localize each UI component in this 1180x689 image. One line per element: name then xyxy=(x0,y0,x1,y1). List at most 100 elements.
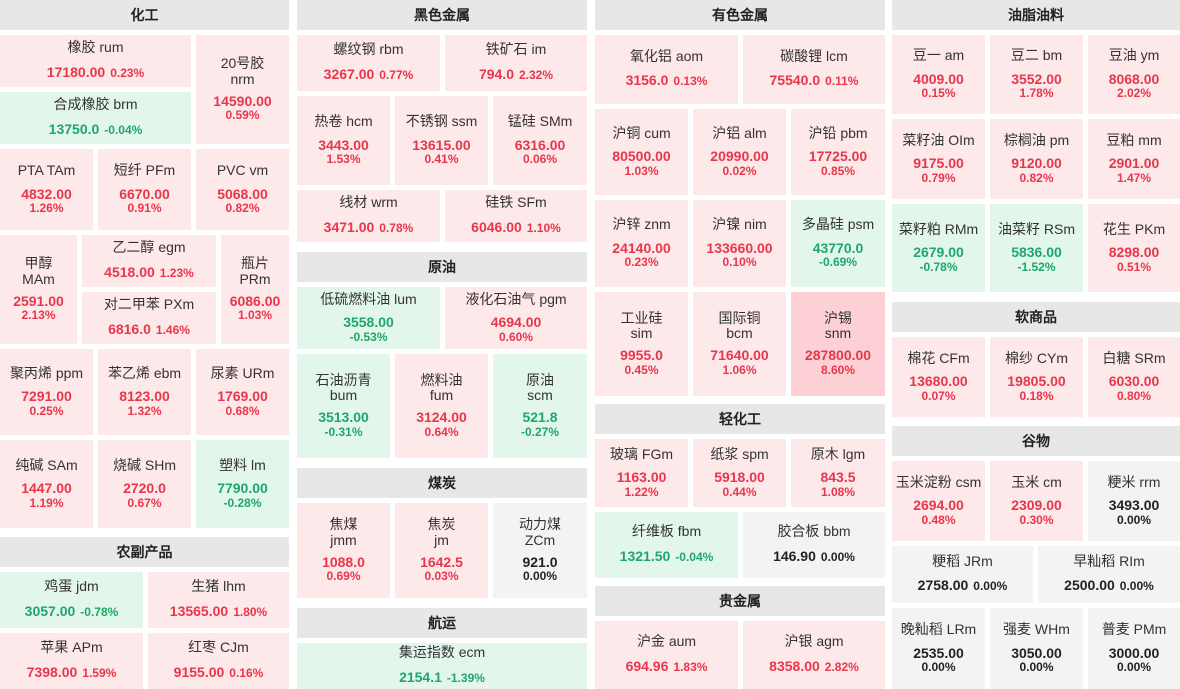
contract-tile-lcm[interactable]: 碳酸锂 lcm 75540.0 0.11% xyxy=(743,35,885,104)
contract-tile-oim[interactable]: 菜籽油 OIm 9175.00 0.79% xyxy=(892,119,985,199)
contract-name: 玻璃 FGm xyxy=(610,445,673,462)
contract-tile-rsm[interactable]: 油菜籽 RSm 5836.00 -1.52% xyxy=(990,204,1083,292)
contract-tile-psm[interactable]: 多晶硅 psm 43770.0 -0.69% xyxy=(791,200,885,287)
contract-tile-aom[interactable]: 氧化铝 aom 3156.0 0.13% xyxy=(595,35,738,104)
contract-change-pct: 1.19% xyxy=(29,495,64,510)
contract-tile-am[interactable]: 豆一 am 4009.00 0.15% xyxy=(892,35,985,114)
contract-tile-shm[interactable]: 烧碱 SHm 2720.0 0.67% xyxy=(98,440,191,528)
contract-tile-znm[interactable]: 沪锌 znm 24140.00 0.23% xyxy=(595,200,688,287)
contract-tile-apm[interactable]: 苹果 APm 7398.00 1.59% xyxy=(0,633,143,689)
contract-tile-nrm[interactable]: 20号胶 nrm 14590.00 0.59% xyxy=(196,35,289,144)
contract-tile-brm[interactable]: 合成橡胶 brm 13750.0 -0.04% xyxy=(0,92,191,144)
contract-tile-pmm[interactable]: 普麦 PMm 3000.00 0.00% xyxy=(1088,608,1180,689)
contract-tile-bbm[interactable]: 胶合板 bbm 146.90 0.00% xyxy=(743,512,885,578)
contract-tile-pfm[interactable]: 短纤 PFm 6670.00 0.91% xyxy=(98,149,191,230)
contract-tile-pkm[interactable]: 花生 PKm 8298.00 0.51% xyxy=(1088,204,1180,292)
contract-tile-lm[interactable]: 塑料 lm 7790.00 -0.28% xyxy=(196,440,289,528)
contract-code: ZCm xyxy=(524,531,556,548)
contract-tile-vm[interactable]: PVC vm 5068.00 0.82% xyxy=(196,149,289,230)
contract-tile-srm[interactable]: 白糖 SRm 6030.00 0.80% xyxy=(1088,337,1180,417)
contract-tile-tam[interactable]: PTA TAm 4832.00 1.26% xyxy=(0,149,93,230)
contract-tile-cym[interactable]: 棉纱 CYm 19805.00 0.18% xyxy=(990,337,1083,417)
contract-tile-jrm[interactable]: 粳稻 JRm 2758.00 0.00% xyxy=(892,546,1033,603)
contract-tile-rmm[interactable]: 菜籽粕 RMm 2679.00 -0.78% xyxy=(892,204,985,292)
contract-tile-zcm[interactable]: 动力煤 ZCm 921.0 0.00% xyxy=(493,503,587,598)
contract-tile-ecm[interactable]: 集运指数 ecm 2154.1 -1.39% xyxy=(297,643,587,689)
contract-tile-nim[interactable]: 沪镍 nim 133660.00 0.10% xyxy=(693,200,786,287)
contract-tile-rrm[interactable]: 粳米 rrm 3493.00 0.00% xyxy=(1088,461,1180,541)
section-header-crude: 原油 xyxy=(297,252,587,282)
contract-tile-cum[interactable]: 沪铜 cum 80500.00 1.03% xyxy=(595,109,688,195)
contract-price: 2154.1 xyxy=(399,668,442,685)
contract-tile-scm[interactable]: 原油 scm 521.8 -0.27% xyxy=(493,354,587,458)
contract-tile-cm[interactable]: 玉米 cm 2309.00 0.30% xyxy=(990,461,1083,541)
contract-tile-pbm[interactable]: 沪铅 pbm 17725.00 0.85% xyxy=(791,109,885,195)
contract-change-pct: 0.77% xyxy=(379,67,414,82)
contract-tile-bum[interactable]: 石油沥青 bum 3513.00 -0.31% xyxy=(297,354,390,458)
contract-tile-rum[interactable]: 橡胶 rum 17180.00 0.23% xyxy=(0,35,191,87)
contract-tile-sfm[interactable]: 硅铁 SFm 6046.00 1.10% xyxy=(445,190,587,242)
contract-price: 2720.0 xyxy=(123,480,166,497)
contract-tile-wrm[interactable]: 线材 wrm 3471.00 0.78% xyxy=(297,190,440,242)
contract-change-pct: 8.60% xyxy=(820,362,856,377)
contract-name: 豆粕 mm xyxy=(1106,131,1162,148)
contract-tile-im[interactable]: 铁矿石 im 794.0 2.32% xyxy=(445,35,587,91)
contract-tile-ym[interactable]: 豆油 ym 8068.00 2.02% xyxy=(1088,35,1180,114)
contract-tile-lgm[interactable]: 原木 lgm 843.5 1.08% xyxy=(791,439,885,507)
contract-tile-mm[interactable]: 豆粕 mm 2901.00 1.47% xyxy=(1088,119,1180,199)
contract-name: 沪铜 cum xyxy=(612,124,671,141)
contract-change-pct: -0.27% xyxy=(520,424,560,439)
contract-tile-snm[interactable]: 沪锡 snm 287800.00 8.60% xyxy=(791,292,885,396)
contract-tile-csm[interactable]: 玉米淀粉 csm 2694.00 0.48% xyxy=(892,461,985,541)
contract-tile-ssm[interactable]: 不锈钢 ssm 13615.00 0.41% xyxy=(395,96,488,185)
contract-tile-sim[interactable]: 工业硅 sim 9955.0 0.45% xyxy=(595,292,688,396)
contract-name: 苹果 APm xyxy=(40,639,103,656)
contract-tile-jdm[interactable]: 鸡蛋 jdm 3057.00 -0.78% xyxy=(0,572,143,628)
contract-name: 20号胶 xyxy=(220,55,265,72)
contract-tile-ppm[interactable]: 聚丙烯 ppm 7291.00 0.25% xyxy=(0,349,93,435)
section-header-coal: 煤炭 xyxy=(297,468,587,498)
contract-tile-agm[interactable]: 沪银 agm 8358.00 2.82% xyxy=(743,621,885,689)
contract-tile-mam[interactable]: 甲醇 MAm 2591.00 2.13% xyxy=(0,235,77,344)
contract-tile-alm[interactable]: 沪铝 alm 20990.00 0.02% xyxy=(693,109,786,195)
contract-tile-jmm[interactable]: 焦煤 jmm 1088.0 0.69% xyxy=(297,503,390,598)
contract-tile-hcm[interactable]: 热卷 hcm 3443.00 1.53% xyxy=(297,96,390,185)
contract-tile-egm[interactable]: 乙二醇 egm 4518.00 1.23% xyxy=(82,235,216,287)
contract-tile-smm[interactable]: 锰硅 SMm 6316.00 0.06% xyxy=(493,96,587,185)
contract-tile-rim[interactable]: 早籼稻 RIm 2500.00 0.00% xyxy=(1038,546,1180,603)
contract-tile-spm[interactable]: 纸浆 spm 5918.00 0.44% xyxy=(693,439,786,507)
contract-tile-ebm[interactable]: 苯乙烯 ebm 8123.00 1.32% xyxy=(98,349,191,435)
contract-name: PVC vm xyxy=(216,162,269,179)
contract-tile-urm[interactable]: 尿素 URm 1769.00 0.68% xyxy=(196,349,289,435)
contract-price: 1321.50 xyxy=(619,547,671,564)
contract-tile-rbm[interactable]: 螺纹钢 rbm 3267.00 0.77% xyxy=(297,35,440,91)
contract-tile-fgm[interactable]: 玻璃 FGm 1163.00 1.22% xyxy=(595,439,688,507)
contract-tile-prm[interactable]: 瓶片 PRm 6086.00 1.03% xyxy=(221,235,289,344)
contract-change-pct: 1.03% xyxy=(624,163,659,178)
quote-row: 1321.50 -0.04% xyxy=(620,548,714,566)
contract-tile-bm[interactable]: 豆二 bm 3552.00 1.78% xyxy=(990,35,1083,114)
contract-price: 4694.00 xyxy=(490,314,542,331)
contract-tile-aum[interactable]: 沪金 aum 694.96 1.83% xyxy=(595,621,738,689)
contract-tile-lrm[interactable]: 晚籼稻 LRm 2535.00 0.00% xyxy=(892,608,985,689)
contract-tile-fum[interactable]: 燃料油 fum 3124.00 0.64% xyxy=(395,354,488,458)
contract-tile-bcm[interactable]: 国际铜 bcm 71640.00 1.06% xyxy=(693,292,786,396)
quote-row: 794.0 2.32% xyxy=(479,66,553,84)
contract-name: 玉米 cm xyxy=(1011,473,1062,490)
contract-tile-fbm[interactable]: 纤维板 fbm 1321.50 -0.04% xyxy=(595,512,738,578)
contract-tile-cjm[interactable]: 红枣 CJm 9155.00 0.16% xyxy=(148,633,289,689)
contract-tile-pm[interactable]: 棕榈油 pm 9120.00 0.82% xyxy=(990,119,1083,199)
contract-tile-cfm[interactable]: 棉花 CFm 13680.00 0.07% xyxy=(892,337,985,417)
quote-row: 4518.00 1.23% xyxy=(104,264,194,282)
contract-tile-pgm[interactable]: 液化石油气 pgm 4694.00 0.60% xyxy=(445,287,587,349)
contract-tile-jm[interactable]: 焦炭 jm 1642.5 0.03% xyxy=(395,503,488,598)
contract-name: 原木 lgm xyxy=(810,445,866,462)
contract-change-pct: 2.32% xyxy=(519,67,554,82)
contract-tile-pxm[interactable]: 对二甲苯 PXm 6816.0 1.46% xyxy=(82,292,216,344)
contract-name: 豆一 am xyxy=(912,47,965,64)
contract-tile-lum[interactable]: 低硫燃料油 lum 3558.00 -0.53% xyxy=(297,287,440,349)
contract-tile-sam[interactable]: 纯碱 SAm 1447.00 1.19% xyxy=(0,440,93,528)
contract-change-pct: 1.22% xyxy=(624,484,659,499)
contract-tile-lhm[interactable]: 生猪 lhm 13565.00 1.80% xyxy=(148,572,289,628)
contract-tile-whm[interactable]: 强麦 WHm 3050.00 0.00% xyxy=(990,608,1083,689)
